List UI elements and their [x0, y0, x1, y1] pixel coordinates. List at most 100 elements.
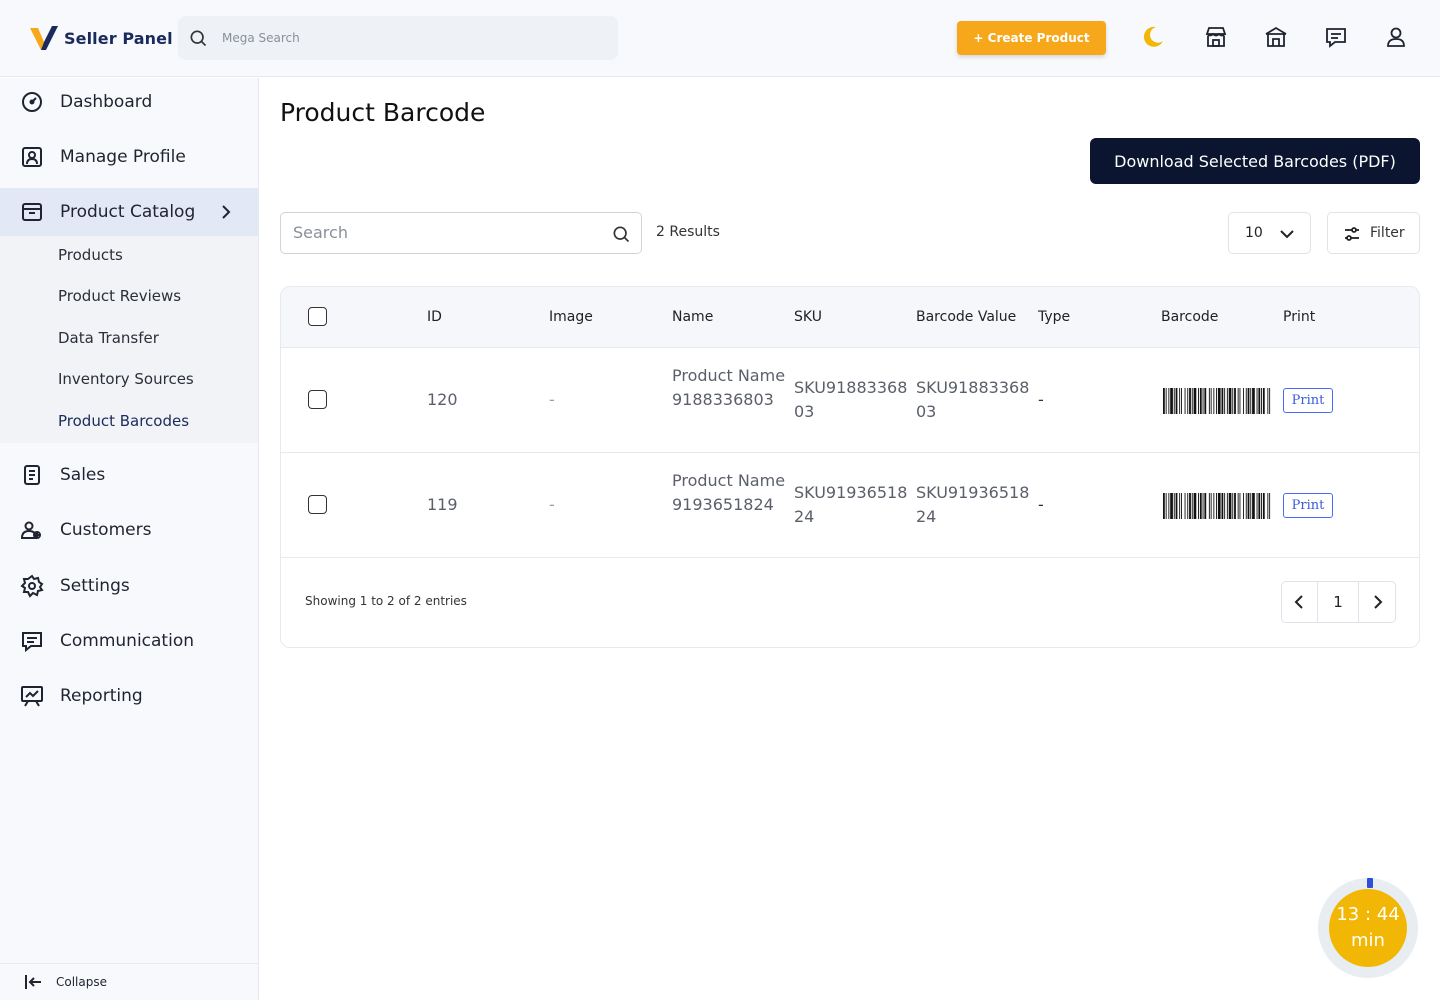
customers-icon — [20, 518, 44, 542]
barcode-image — [1163, 493, 1271, 519]
collapse-sidebar-button[interactable]: Collapse — [0, 963, 258, 1000]
timer-value: 13 : 44 — [1336, 904, 1400, 925]
mega-search[interactable] — [178, 16, 618, 60]
sidebar-item-product-catalog[interactable]: Product Catalog — [0, 188, 258, 236]
column-header-type[interactable]: Type — [1038, 309, 1071, 325]
chevron-right-icon — [222, 205, 231, 219]
cell-sku: SKU9188336803 — [794, 378, 908, 421]
row-checkbox[interactable] — [308, 390, 327, 409]
chat-icon[interactable] — [1323, 24, 1349, 50]
brand-logo[interactable]: Seller Panel — [28, 22, 173, 54]
barcode-image — [1163, 388, 1271, 414]
chevron-down-icon — [1280, 230, 1294, 239]
submenu-item-product-barcodes[interactable]: Product Barcodes — [58, 412, 190, 430]
sidebar-item-customers[interactable]: Customers — [0, 506, 258, 554]
per-page-value: 10 — [1245, 225, 1263, 241]
sidebar-item-communication[interactable]: Communication — [0, 617, 258, 665]
column-header-name[interactable]: Name — [672, 309, 714, 325]
row-checkbox[interactable] — [308, 495, 327, 514]
search-input[interactable] — [293, 223, 603, 242]
cell-sku: SKU9193651824 — [794, 483, 908, 526]
page-title: Product Barcode — [280, 98, 486, 127]
select-all-checkbox[interactable] — [308, 307, 327, 326]
catalog-icon — [20, 200, 44, 224]
profile-icon — [20, 145, 44, 169]
column-header-image: Image — [549, 309, 593, 325]
sidebar-item-label: Reporting — [60, 686, 143, 706]
dashboard-icon — [20, 90, 44, 114]
cell-type: - — [1038, 390, 1044, 409]
cell-name: Product Name9193651824 — [672, 471, 786, 514]
sidebar: Dashboard Manage Profile Product Catalog… — [0, 78, 259, 1000]
table-row: 120 - Product Name9188336803 SKU91883368… — [281, 348, 1419, 453]
cell-barcode-value: SKU9193651824 — [916, 483, 1030, 526]
sidebar-item-label: Sales — [60, 465, 106, 485]
table-search[interactable] — [280, 212, 642, 254]
sidebar-item-manage-profile[interactable]: Manage Profile — [0, 133, 258, 181]
barcode-table: ID Image Name SKU Barcode Value Type Bar… — [280, 286, 1420, 648]
column-header-id[interactable]: ID — [427, 309, 442, 325]
cell-id: 119 — [427, 495, 458, 514]
timer-unit: min — [1351, 930, 1385, 951]
chevron-left-icon — [1294, 595, 1303, 609]
chevron-right-icon — [1374, 595, 1383, 609]
shop-icon[interactable] — [1263, 24, 1289, 50]
cell-image: - — [549, 495, 555, 514]
user-icon[interactable] — [1383, 24, 1409, 50]
filter-button[interactable]: Filter — [1327, 212, 1420, 254]
print-barcode-button[interactable]: Print — [1283, 388, 1333, 413]
sales-icon — [20, 463, 44, 487]
logo-icon — [30, 26, 58, 50]
settings-icon — [20, 574, 44, 598]
timer-progress-marker — [1367, 878, 1373, 888]
column-header-print: Print — [1283, 309, 1316, 325]
table-header: ID Image Name SKU Barcode Value Type Bar… — [281, 287, 1419, 348]
cell-type: - — [1038, 495, 1044, 514]
cell-image: - — [549, 390, 555, 409]
pagination: 1 — [1281, 581, 1396, 623]
collapse-label: Collapse — [56, 975, 107, 989]
product-catalog-submenu: Products Product Reviews Data Transfer I… — [0, 236, 258, 443]
reporting-icon — [20, 684, 44, 708]
pagination-info: Showing 1 to 2 of 2 entries — [305, 594, 467, 608]
table-row: 119 - Product Name9193651824 SKU91936518… — [281, 453, 1419, 558]
search-icon — [190, 30, 207, 47]
communication-icon — [20, 629, 44, 653]
column-header-barcode-value[interactable]: Barcode Value — [916, 309, 1017, 325]
cell-barcode-value: SKU9188336803 — [916, 378, 1030, 421]
submenu-item-data-transfer[interactable]: Data Transfer — [58, 329, 159, 347]
sidebar-item-sales[interactable]: Sales — [0, 451, 258, 499]
filter-label: Filter — [1370, 225, 1405, 241]
sidebar-item-label: Communication — [60, 631, 194, 651]
column-header-sku[interactable]: SKU — [794, 309, 822, 325]
sidebar-item-settings[interactable]: Settings — [0, 562, 258, 610]
sidebar-item-label: Settings — [60, 576, 130, 596]
sidebar-item-label: Customers — [60, 520, 152, 540]
top-header: Seller Panel + Create Product — [0, 0, 1440, 77]
sidebar-item-label: Manage Profile — [60, 147, 186, 167]
moon-icon[interactable] — [1139, 24, 1165, 50]
store-icon[interactable] — [1203, 24, 1229, 50]
pagination-next-button[interactable] — [1359, 582, 1395, 622]
session-timer[interactable]: 13 : 44 min — [1329, 889, 1407, 967]
submenu-item-products[interactable]: Products — [58, 246, 123, 264]
mega-search-input[interactable] — [222, 31, 602, 45]
pagination-page-1[interactable]: 1 — [1318, 582, 1359, 622]
per-page-select[interactable]: 10 — [1228, 212, 1311, 254]
column-header-barcode: Barcode — [1161, 309, 1219, 325]
results-count: 2 Results — [656, 224, 720, 240]
sidebar-item-reporting[interactable]: Reporting — [0, 672, 258, 720]
submenu-item-inventory-sources[interactable]: Inventory Sources — [58, 370, 194, 388]
pagination-prev-button[interactable] — [1282, 582, 1318, 622]
search-icon — [613, 226, 630, 243]
print-barcode-button[interactable]: Print — [1283, 493, 1333, 518]
brand-name: Seller Panel — [64, 28, 173, 48]
filter-icon — [1345, 227, 1359, 241]
sidebar-item-dashboard[interactable]: Dashboard — [0, 78, 258, 126]
cell-id: 120 — [427, 390, 458, 409]
collapse-icon — [25, 975, 41, 989]
submenu-item-product-reviews[interactable]: Product Reviews — [58, 287, 182, 305]
create-product-button[interactable]: + Create Product — [957, 21, 1106, 55]
download-barcodes-button[interactable]: Download Selected Barcodes (PDF) — [1090, 138, 1420, 184]
sidebar-item-label: Product Catalog — [60, 202, 196, 222]
